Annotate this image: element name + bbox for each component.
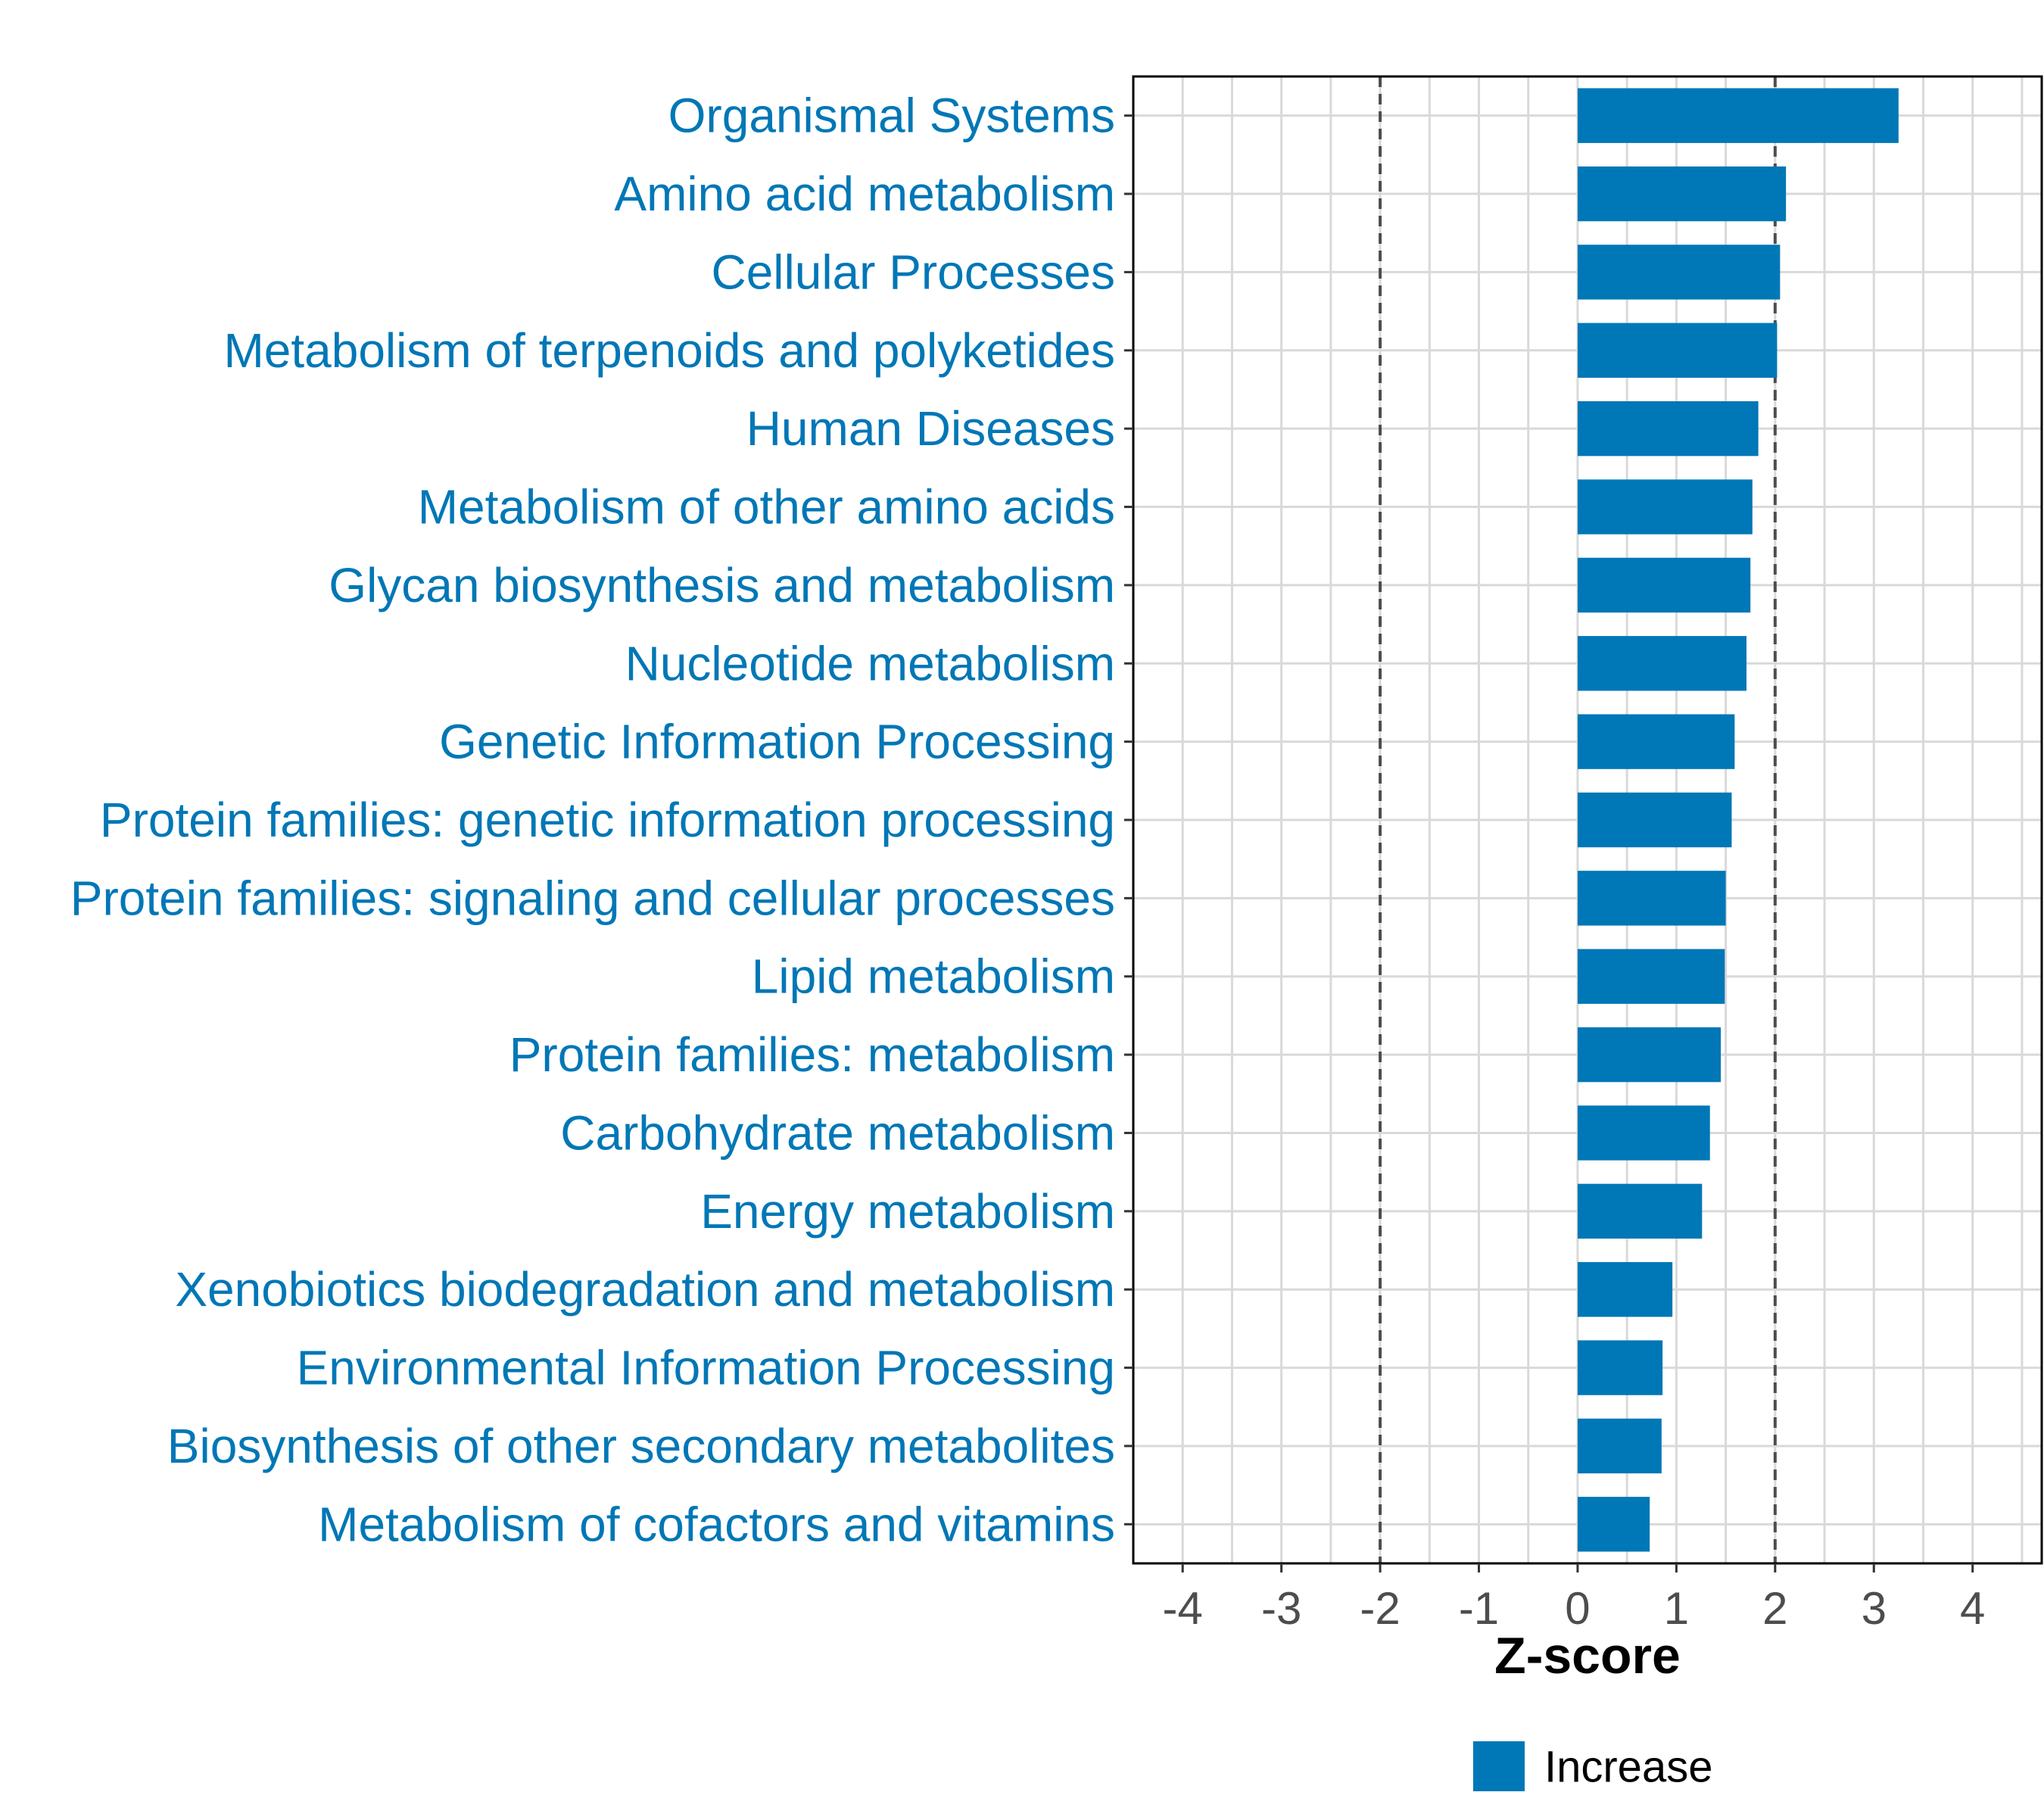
category-label: Amino acid metabolism <box>614 167 1115 221</box>
category-label: Lipid metabolism <box>752 949 1115 1004</box>
bar <box>1577 1262 1673 1317</box>
category-label: Human Diseases <box>746 401 1115 456</box>
x-tick-label: -2 <box>1360 1583 1400 1634</box>
bar <box>1577 557 1751 613</box>
x-tick-label: 4 <box>1960 1583 1985 1634</box>
category-label: Metabolism of other amino acids <box>418 480 1115 535</box>
bar <box>1577 245 1781 300</box>
x-tick-label: -1 <box>1459 1583 1499 1634</box>
bar <box>1577 1105 1710 1161</box>
y-axis-labels: Organismal Systems Amino acid metabolism C… <box>70 89 1115 1552</box>
bar <box>1577 400 1759 457</box>
category-label: Energy metabolism <box>700 1184 1115 1239</box>
category-label: Metabolism of terpenoids and polyketides <box>223 323 1115 378</box>
category-label: Protein families: genetic information pr… <box>100 793 1115 847</box>
x-tick-label: 2 <box>1762 1583 1787 1634</box>
legend-label-increase: Increase <box>1544 1743 1712 1792</box>
x-tick-label: 0 <box>1565 1583 1590 1634</box>
category-label: Protein families: signaling and cellular… <box>70 871 1115 925</box>
category-label: Glycan biosynthesis and metabolism <box>329 558 1115 612</box>
category-label: Genetic Information Processing <box>439 715 1115 769</box>
x-tick-label: 3 <box>1862 1583 1887 1634</box>
bar <box>1577 1340 1663 1395</box>
bars <box>1577 88 1899 1552</box>
bar <box>1577 792 1732 848</box>
x-axis-title: Z-score <box>1494 1627 1681 1685</box>
category-label: Biosynthesis of other secondary metaboli… <box>167 1419 1115 1473</box>
bar <box>1577 1497 1650 1552</box>
bar <box>1577 636 1746 691</box>
category-label: Cellular Processes <box>711 245 1115 299</box>
category-label: Carbohydrate metabolism <box>560 1105 1115 1160</box>
category-label: Protein families: metabolism <box>509 1027 1115 1082</box>
x-tick-label: -4 <box>1163 1583 1203 1634</box>
bar <box>1577 1027 1722 1083</box>
category-label: Xenobiotics biodegradation and metabolis… <box>175 1262 1115 1317</box>
category-label: Organismal Systems <box>668 89 1115 143</box>
category-label: Metabolism of cofactors and vitamins <box>318 1497 1115 1551</box>
bar <box>1577 323 1778 378</box>
bar <box>1577 166 1787 222</box>
x-tick-label: -3 <box>1261 1583 1301 1634</box>
legend-key-increase <box>1473 1741 1525 1791</box>
bar <box>1577 88 1899 143</box>
category-label: Nucleotide metabolism <box>625 636 1115 690</box>
y-axis-ticks <box>1124 114 1133 1526</box>
category-label: Environmental Information Processing <box>297 1341 1115 1395</box>
x-tick-label: 1 <box>1664 1583 1689 1634</box>
bar <box>1577 479 1753 535</box>
bar <box>1577 1418 1662 1474</box>
bar <box>1577 1183 1703 1239</box>
x-axis-ticks: -4 -3 -2 -1 0 1 2 3 4 <box>1163 1563 1985 1634</box>
legend: Increase <box>1473 1741 1712 1792</box>
bar <box>1577 949 1725 1004</box>
bar <box>1577 714 1735 769</box>
bar <box>1577 871 1726 926</box>
